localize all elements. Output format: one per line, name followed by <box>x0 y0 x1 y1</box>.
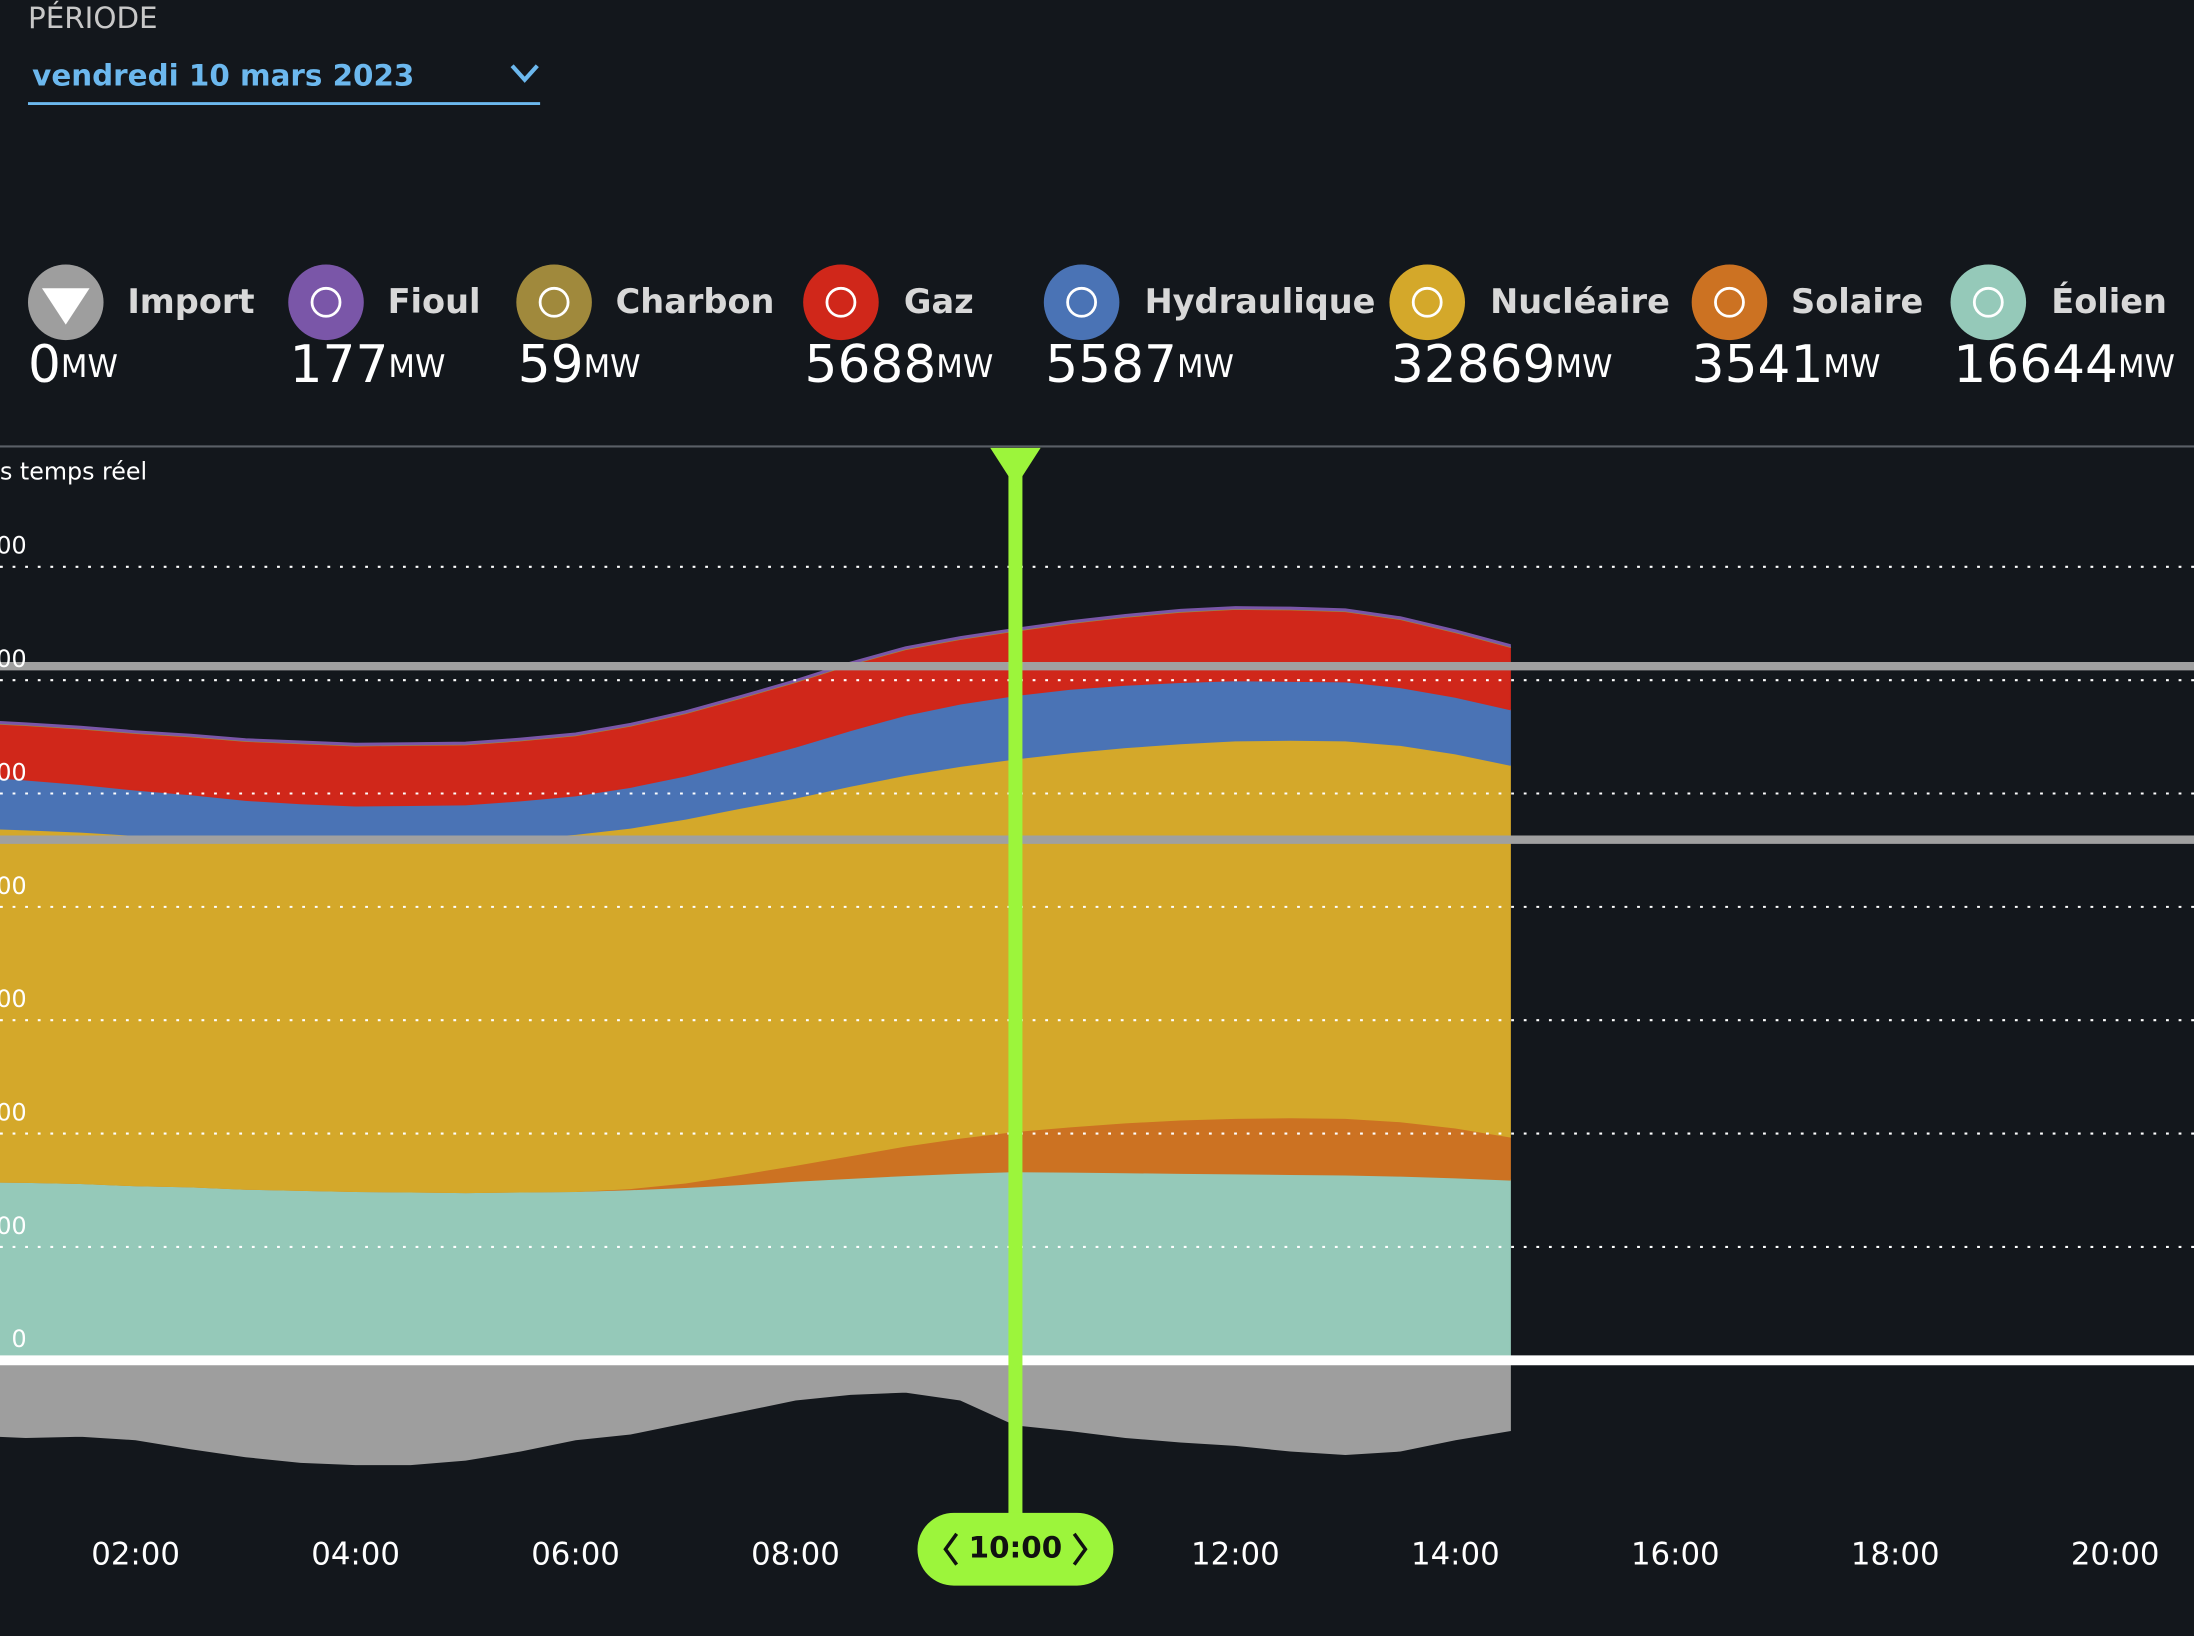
legend-icon <box>1691 264 1768 341</box>
legend-unit: MW <box>61 349 118 385</box>
legend-value-group: 177MW <box>290 335 446 395</box>
legend-value: 59 <box>518 335 584 395</box>
legend-value-group: 5688MW <box>805 335 994 395</box>
y-tick-label: 70 000 <box>0 532 27 560</box>
area <box>0 606 1511 746</box>
legend-name: Import <box>127 282 254 321</box>
legend-name: Éolien <box>2051 281 2167 321</box>
legend-unit: MW <box>1823 349 1880 385</box>
legend-unit: MW <box>936 349 993 385</box>
icon-glyph <box>825 286 857 318</box>
x-tick-label: 04:00 <box>311 1537 400 1573</box>
x-tick-label: 14:00 <box>1411 1537 1500 1573</box>
y-tick-label: 50 000 <box>0 758 27 786</box>
legend-value: 32869 <box>1391 335 1556 395</box>
legend: Import0MWFioul177MWCharbon59MWGaz5688MWH… <box>27 264 2175 395</box>
legend-name: Charbon <box>616 282 775 321</box>
y-tick-label: 60 000 <box>0 645 27 673</box>
legend-value: 5688 <box>805 335 937 395</box>
x-tick-label: 20:00 <box>2071 1537 2160 1573</box>
legend-icon <box>516 264 592 341</box>
x-tick-label: 12:00 <box>1191 1537 1280 1573</box>
cursor-label[interactable]: 10:00 <box>969 1531 1063 1565</box>
period-select[interactable]: vendredi 10 mars 2023 <box>27 58 541 105</box>
icon-glyph <box>310 286 342 318</box>
chevron-down[interactable] <box>510 64 539 83</box>
plot: 0 10 000 20 000 30 000 40 000 50 000 60 000 70 … <box>0 447 2194 1586</box>
y-tick-label: 0 <box>11 1325 26 1353</box>
legend-value: 5587 <box>1045 335 1177 395</box>
x-tick-label: 02:00 <box>91 1537 180 1573</box>
x-tick-label: 18:00 <box>1851 1537 1940 1573</box>
icon-glyph <box>41 288 90 325</box>
x-tick-label: 08:00 <box>751 1537 840 1573</box>
legend-unit: MW <box>1177 349 1234 385</box>
legend-value: 0 <box>28 335 61 395</box>
icon-glyph <box>1411 286 1443 318</box>
area <box>0 1171 1511 1361</box>
legend-name: Solaire <box>1791 282 1923 321</box>
legend-value-group: 59MW <box>518 335 641 395</box>
period-value[interactable]: vendredi 10 mars 2023 <box>32 58 414 92</box>
cursor-next[interactable] <box>1072 1532 1088 1566</box>
legend-name: Hydraulique <box>1145 282 1376 321</box>
legend-icon <box>1389 264 1465 341</box>
cursor-pill[interactable] <box>917 1512 1114 1586</box>
cursor-prev[interactable] <box>943 1532 959 1566</box>
legend-icon <box>1043 264 1120 341</box>
legend-value-group: 16644MW <box>1953 335 2175 395</box>
legend-value-group: 3541MW <box>1692 335 1881 395</box>
y-tick-label: 20 000 <box>0 1098 27 1126</box>
legend-icon <box>288 264 364 341</box>
chart-subtitle: s temps réel <box>0 458 147 486</box>
y-tick-label: 40 000 <box>0 872 27 900</box>
legend-value-group: 5587MW <box>1045 335 1234 395</box>
icon-glyph <box>1066 286 1097 318</box>
legend-value: 16644 <box>1953 335 2118 395</box>
legend-value-group: 0MW <box>28 335 118 395</box>
cursor-handle[interactable] <box>990 447 1041 488</box>
legend-name: Fioul <box>388 282 481 321</box>
legend-icon <box>803 264 879 341</box>
legend-name: Nucléaire <box>1490 282 1670 321</box>
legend-value: 177 <box>290 335 389 395</box>
legend-unit: MW <box>2118 349 2175 385</box>
x-tick-label: 16:00 <box>1631 1537 1720 1573</box>
y-tick-label: 30 000 <box>0 985 27 1013</box>
legend-unit: MW <box>584 349 641 385</box>
y-tick-label: 10 000 <box>0 1212 27 1240</box>
legend-name: Gaz <box>904 282 974 321</box>
icon-glyph <box>538 286 570 318</box>
legend-unit: MW <box>1556 349 1613 385</box>
period-label: PÉRIODE <box>28 0 158 35</box>
legend-value-group: 32869MW <box>1391 335 1613 395</box>
x-tick-label: 06:00 <box>531 1537 620 1573</box>
legend-icon <box>1950 264 2027 341</box>
legend-value: 3541 <box>1692 335 1824 395</box>
icon-glyph <box>1972 286 2004 318</box>
legend-unit: MW <box>388 349 445 385</box>
icon-glyph <box>1714 286 1745 318</box>
